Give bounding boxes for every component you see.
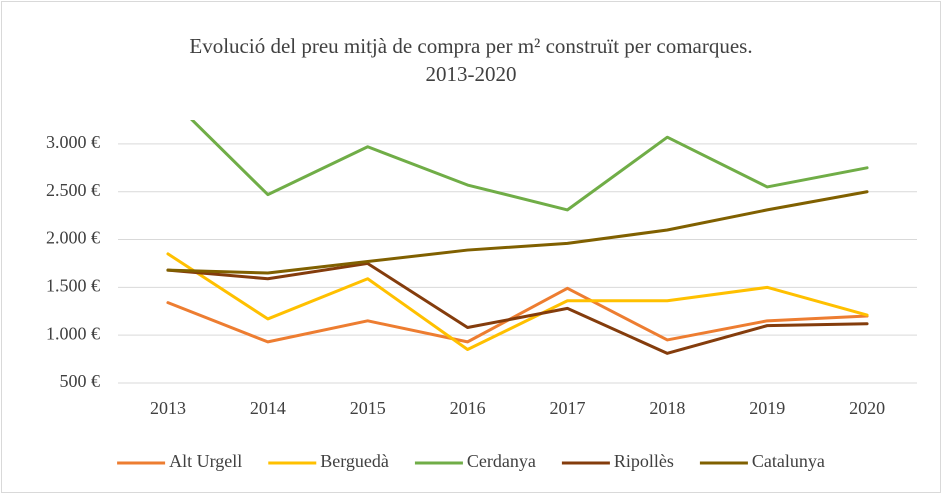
legend-label: Cerdanya bbox=[467, 451, 536, 471]
legend-item: Ripollès bbox=[561, 451, 674, 471]
chart-title: 2013-2020 bbox=[426, 62, 517, 86]
x-tick-label: 2020 bbox=[849, 398, 885, 418]
series-line bbox=[166, 252, 869, 352]
x-tick-label: 2013 bbox=[150, 398, 186, 418]
series-line bbox=[166, 286, 869, 344]
x-tick-label: 2017 bbox=[549, 398, 585, 418]
x-tick-label: 2016 bbox=[450, 398, 486, 418]
x-tick-label: 2015 bbox=[350, 398, 386, 418]
legend-item: Cerdanya bbox=[414, 451, 536, 471]
legend-item: Catalunya bbox=[699, 451, 825, 471]
y-tick-label: 1.500 € bbox=[46, 275, 100, 295]
x-tick-label: 2018 bbox=[649, 398, 685, 418]
y-tick-label: 1.000 € bbox=[46, 323, 100, 343]
y-tick-label: 2.000 € bbox=[46, 228, 100, 248]
x-tick-label: 2019 bbox=[749, 398, 785, 418]
legend-label: Ripollès bbox=[614, 451, 674, 471]
y-tick-label: 500 € bbox=[60, 371, 101, 391]
series-line bbox=[166, 190, 869, 275]
series-line bbox=[190, 120, 869, 212]
y-tick-label: 3.000 € bbox=[46, 132, 100, 152]
x-tick-label: 2014 bbox=[250, 398, 286, 418]
legend-item: Berguedà bbox=[268, 451, 389, 471]
y-tick-label: 2.500 € bbox=[46, 180, 100, 200]
legend-label: Berguedà bbox=[320, 451, 389, 471]
series-line bbox=[166, 261, 869, 355]
legend-label: Catalunya bbox=[752, 451, 825, 471]
legend-item: Alt Urgell bbox=[117, 451, 242, 471]
chart-title: Evolució del preu mitjà de compra per m²… bbox=[189, 34, 752, 58]
legend-label: Alt Urgell bbox=[169, 451, 242, 471]
